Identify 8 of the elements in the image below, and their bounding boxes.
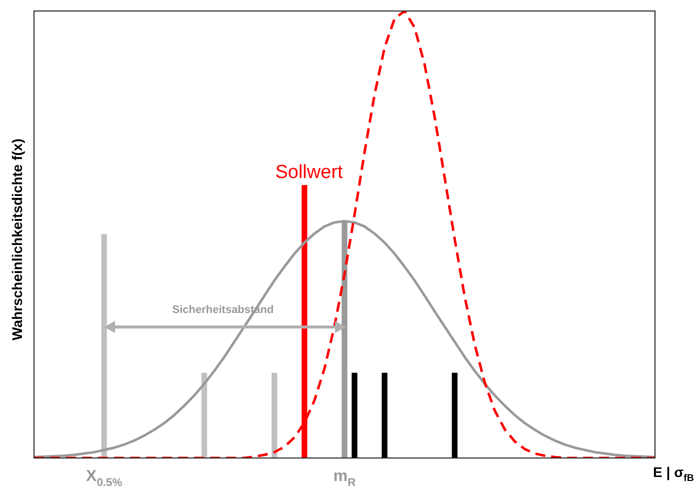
bar — [382, 372, 388, 458]
bar — [272, 372, 278, 458]
bar — [452, 372, 458, 458]
bar — [201, 372, 208, 458]
bar — [101, 234, 107, 458]
y-axis-title: Wahrscheinlichkeitsdichte f(x) — [9, 138, 25, 340]
bar — [352, 372, 358, 458]
annotation: Sollwert — [275, 162, 344, 183]
